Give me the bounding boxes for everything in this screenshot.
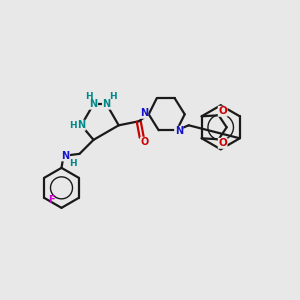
Text: H: H (109, 92, 116, 100)
Text: H: H (70, 121, 77, 130)
Text: O: O (218, 106, 227, 116)
Text: N: N (175, 126, 183, 136)
Text: N: N (89, 99, 98, 109)
Text: N: N (102, 99, 111, 109)
Text: N: N (140, 108, 148, 118)
Text: H: H (69, 159, 76, 168)
Text: F: F (48, 195, 55, 205)
Text: O: O (218, 138, 227, 148)
Text: O: O (141, 137, 149, 147)
Text: N: N (77, 120, 86, 130)
Text: N: N (61, 151, 70, 161)
Text: H: H (85, 92, 92, 100)
